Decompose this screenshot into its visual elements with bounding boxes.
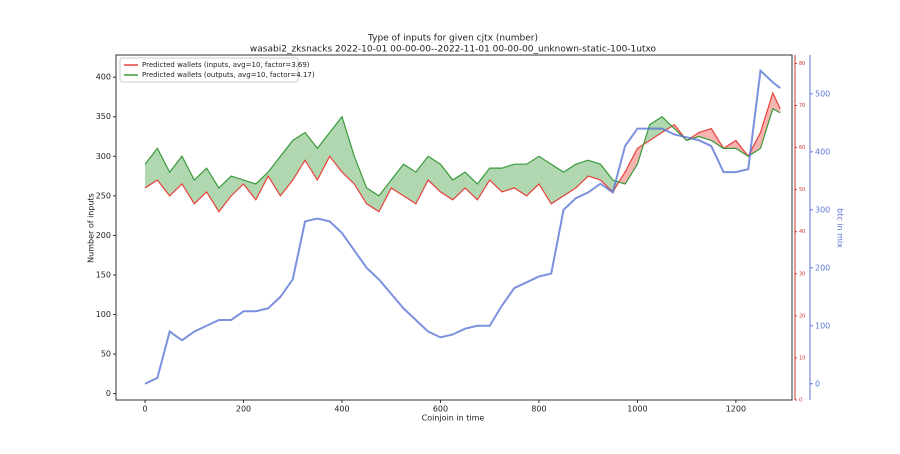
fill-between <box>354 156 367 204</box>
fill-between <box>292 132 306 181</box>
series-line <box>144 107 781 197</box>
x-tick-label: 1200 <box>726 405 746 414</box>
fill-between <box>317 132 330 181</box>
fill-between <box>625 148 638 184</box>
y3-tick-label: 70 <box>799 103 805 109</box>
fill-between <box>600 164 613 192</box>
fill-between <box>181 156 195 204</box>
fill-between <box>514 164 527 196</box>
y2-tick-label: 500 <box>815 89 830 98</box>
fill-between <box>502 164 515 192</box>
y-tick-label: 100 <box>96 310 111 319</box>
y2-tick-label: 400 <box>815 147 830 156</box>
y2-axis-label: btc in mix <box>836 208 845 248</box>
x-tick-label: 200 <box>236 405 251 414</box>
fill-between <box>378 180 392 212</box>
y3-tick-label: 50 <box>799 187 805 193</box>
fill-between <box>231 176 244 196</box>
fill-between <box>243 180 256 200</box>
y-tick-label: 50 <box>101 350 111 359</box>
fill-between <box>341 116 355 184</box>
fill-between <box>329 116 342 173</box>
series-line <box>144 68 781 385</box>
y3-tick-label: 40 <box>799 229 805 235</box>
chart-title: Type of inputs for given cjtx (number) <box>367 34 538 44</box>
fill-between <box>280 140 293 196</box>
fill-between <box>145 148 158 188</box>
series-line <box>144 91 781 213</box>
y2-tick-label: 100 <box>815 321 830 330</box>
fill-between <box>403 164 416 204</box>
fill-between <box>575 160 589 188</box>
legend-box <box>119 57 299 83</box>
fill-between <box>588 160 601 181</box>
y-axis-label: Number of inputs <box>87 193 96 263</box>
fill-between <box>465 172 478 200</box>
fill-between <box>391 164 404 196</box>
y-tick-label: 400 <box>96 73 111 82</box>
fill-between <box>489 168 503 192</box>
plot-frame <box>115 54 793 401</box>
y2-tick-label: 0 <box>815 379 820 388</box>
y-tick-label: 0 <box>106 389 111 398</box>
x-tick-label: 400 <box>334 405 349 414</box>
fill-between <box>526 156 539 196</box>
y-tick-label: 250 <box>96 191 111 200</box>
x-tick-label: 1000 <box>627 405 647 414</box>
legend-label: Predicted wallets (inputs, avg=10, facto… <box>142 61 310 69</box>
x-axis-label: Coinjoin in time <box>422 414 485 423</box>
y-tick-label: 300 <box>96 152 111 161</box>
fill-between <box>305 132 318 181</box>
fill-between <box>760 92 773 149</box>
y-tick-label: 200 <box>96 231 111 240</box>
fill-between <box>440 164 453 200</box>
legend-label: Predicted wallets (outputs, avg=10, fact… <box>142 71 315 79</box>
y3-tick-label: 60 <box>799 145 805 151</box>
fill-between <box>206 168 219 212</box>
y2-tick-label: 300 <box>815 205 830 214</box>
chart-subtitle: wasabi2_zksnacks 2022-10-01 00-00-00--20… <box>250 45 657 55</box>
fill-between <box>538 156 552 204</box>
y3-tick-label: 30 <box>799 271 805 277</box>
fill-between <box>268 156 281 196</box>
y3-tick-label: 0 <box>799 398 802 404</box>
y3-tick-label: 10 <box>799 355 805 361</box>
fill-between <box>452 172 466 200</box>
x-tick-label: 800 <box>531 405 546 414</box>
y-tick-label: 150 <box>96 270 111 279</box>
fill-between <box>169 156 182 196</box>
y3-tick-label: 80 <box>799 61 805 67</box>
fill-between <box>477 168 490 200</box>
fill-between <box>563 164 576 196</box>
x-tick-label: 600 <box>433 405 448 414</box>
y-tick-label: 350 <box>96 112 111 121</box>
x-tick-label: 0 <box>143 405 148 414</box>
fill-between <box>551 164 564 204</box>
fill-between <box>662 116 672 133</box>
y3-tick-label: 20 <box>799 313 805 319</box>
y2-tick-label: 200 <box>815 263 830 272</box>
